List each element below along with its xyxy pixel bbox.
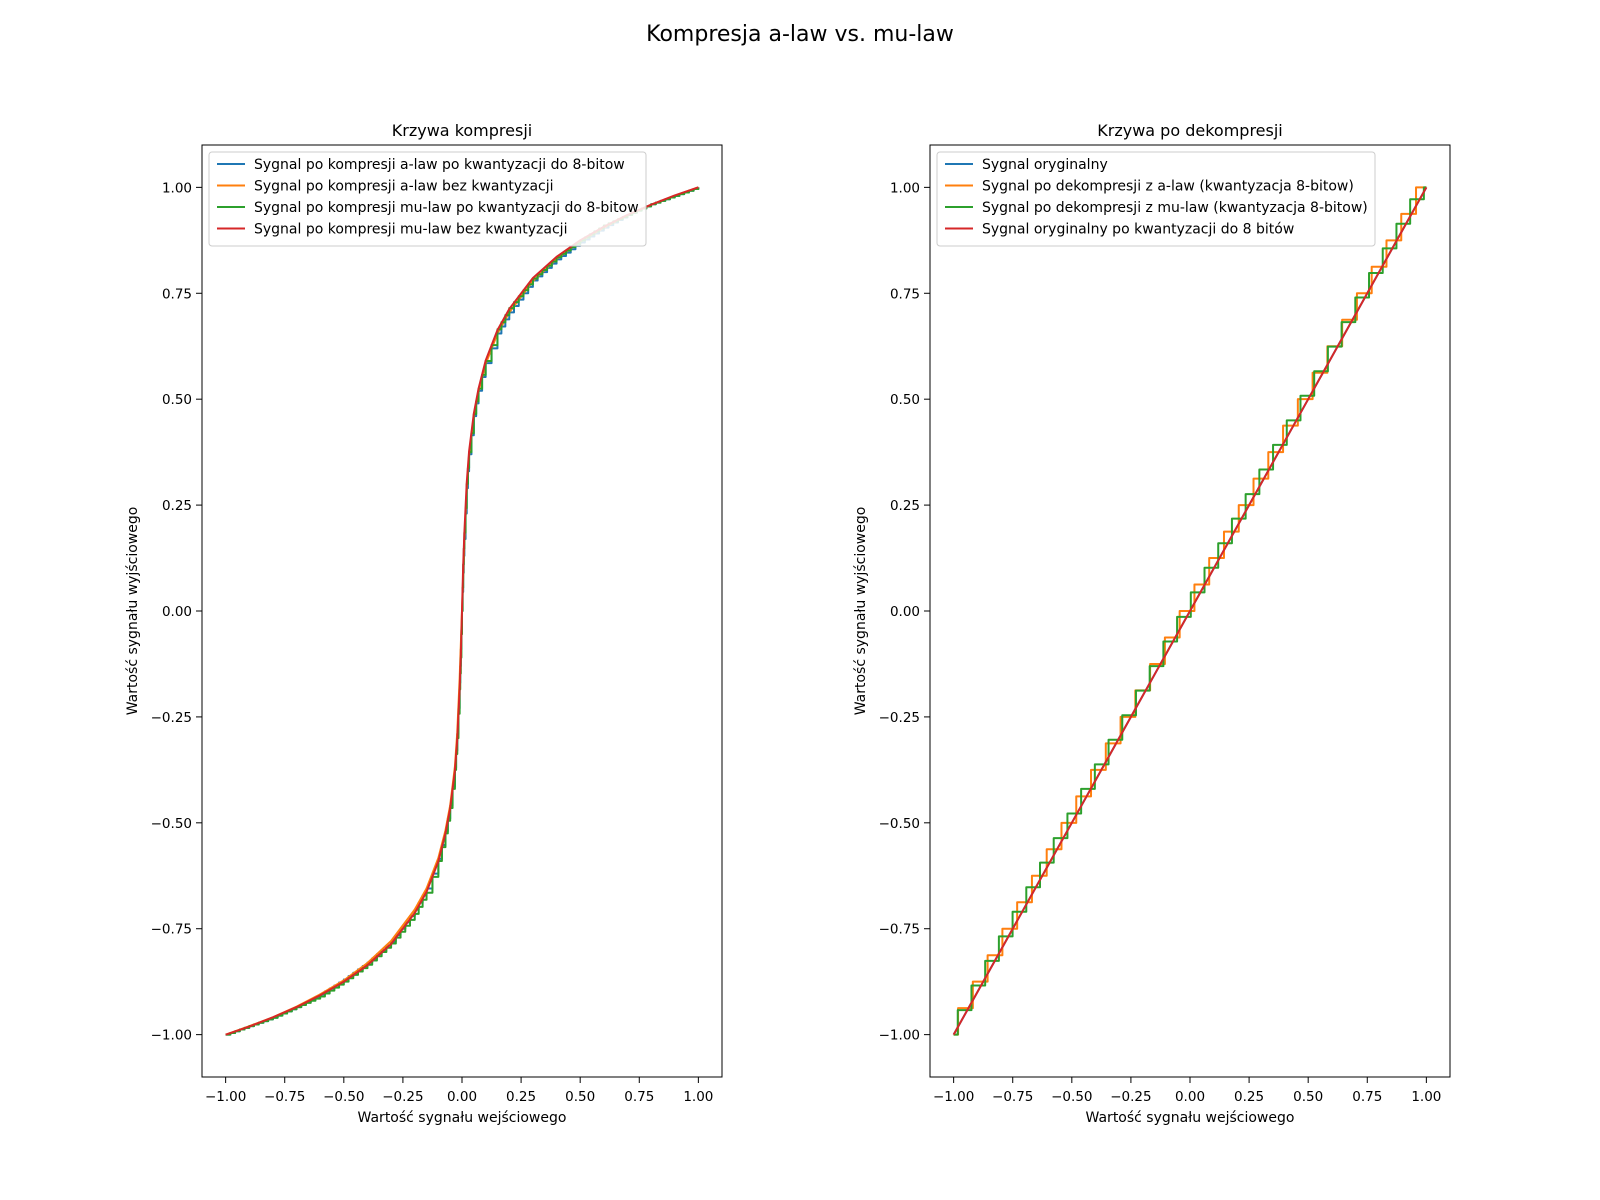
decompression-legend-box <box>936 151 1376 247</box>
decompression-y-tick-label: 0.50 <box>890 392 920 408</box>
decompression-x-tick-label: 0.00 <box>1175 1089 1205 1105</box>
compression-y-tick-label: 0.50 <box>162 392 192 408</box>
decompression-y-axis-label: Wartość sygnału wyjściowego <box>853 507 869 716</box>
compression-x-tick-label: −0.25 <box>382 1089 423 1105</box>
compression-y-tick-label: 0.25 <box>162 498 192 514</box>
compression-y-axis-label: Wartość sygnału wyjściowego <box>125 507 141 716</box>
decompression-x-tick-label: −0.25 <box>1110 1089 1151 1105</box>
compression-legend-label: Sygnal po kompresji a-law po kwantyzacji… <box>254 157 625 173</box>
compression-x-tick-label: 0.50 <box>565 1089 595 1105</box>
compression-y-tick-label: −0.75 <box>151 922 192 938</box>
compression-legend: Sygnal po kompresji a-law po kwantyzacji… <box>208 151 647 247</box>
compression-x-tick-label: 0.75 <box>624 1089 654 1105</box>
decompression-y-tick-label: −0.25 <box>879 710 920 726</box>
compression-y-tick-label: 0.00 <box>162 604 192 620</box>
decompression-x-tick-label: 0.50 <box>1293 1089 1323 1105</box>
decompression-series-group <box>952 186 1428 1036</box>
decompression-series-line-3 <box>953 186 1427 1036</box>
decompression-legend-label: Sygnal oryginalny po kwantyzacji do 8 bi… <box>982 222 1294 238</box>
decompression-legend-label: Sygnal po dekompresji z mu-law (kwantyza… <box>982 200 1368 216</box>
compression-legend-label: Sygnal po kompresji mu-law po kwantyzacj… <box>254 200 639 216</box>
decompression-x-tick-label: 0.25 <box>1234 1089 1264 1105</box>
decompression-y-tick-label: 0.75 <box>890 286 920 302</box>
decompression-y-tick-label: −0.75 <box>879 922 920 938</box>
compression-x-tick-label: −0.50 <box>323 1089 364 1105</box>
decompression-legend-label: Sygnal oryginalny <box>982 157 1108 173</box>
decompression-y-tick-label: 0.25 <box>890 498 920 514</box>
figure-title: Kompresja a-law vs. mu-law <box>646 22 954 47</box>
compression-x-tick-label: 0.00 <box>447 1089 477 1105</box>
compression-x-tick-label: 0.25 <box>506 1089 536 1105</box>
decompression-plot-title: Krzywa po dekompresji <box>1097 121 1282 140</box>
compression-y-tick-label: 0.75 <box>162 286 192 302</box>
decompression-curve-plot: −1.00 −0.75 −0.50 −0.25 0.00 0.25 0.50 0.75 1.00… <box>853 121 1451 1126</box>
compression-y-tick-label: −0.25 <box>151 710 192 726</box>
compression-plot-title: Krzywa kompresji <box>392 121 532 140</box>
decompression-x-tick-label: 1.00 <box>1411 1089 1441 1105</box>
compression-legend-box <box>208 151 647 247</box>
compression-legend-label: Sygnal po kompresji a-law bez kwantyzacj… <box>254 179 554 195</box>
compression-x-tick-label: −0.75 <box>264 1089 305 1105</box>
compression-legend-label: Sygnal po kompresji mu-law bez kwantyzac… <box>254 222 567 238</box>
decompression-y-tick-label: 1.00 <box>890 180 920 196</box>
compression-x-tick-label: −1.00 <box>205 1089 246 1105</box>
decompression-x-tick-label: −0.75 <box>992 1089 1033 1105</box>
decompression-legend-label: Sygnal po dekompresji z a-law (kwantyzac… <box>982 179 1354 195</box>
decompression-x-axis-label: Wartość sygnału wejściowego <box>1086 1110 1295 1126</box>
compression-x-axis-label: Wartość sygnału wejściowego <box>358 1110 567 1126</box>
decompression-y-tick-label: −0.50 <box>879 816 920 832</box>
compression-curve-plot: −1.00 −0.75 −0.50 −0.25 0.00 0.25 0.50 0.75 1.00… <box>125 121 723 1126</box>
decompression-legend: Sygnal oryginalny Sygnal po dekompresji z… <box>936 151 1376 247</box>
compression-x-tick-label: 1.00 <box>683 1089 713 1105</box>
decompression-x-tick-label: 0.75 <box>1352 1089 1382 1105</box>
compression-series-line-4 <box>225 186 699 1036</box>
decompression-y-tick-label: 0.00 <box>890 604 920 620</box>
decompression-y-tick-label: −1.00 <box>879 1028 920 1044</box>
decompression-x-tick-label: −0.50 <box>1051 1089 1092 1105</box>
decompression-x-tick-label: −1.00 <box>933 1089 974 1105</box>
decompression-series-line-4 <box>952 186 1428 1036</box>
compression-y-tick-label: −1.00 <box>151 1028 192 1044</box>
compression-y-tick-label: −0.50 <box>151 816 192 832</box>
compression-y-tick-label: 1.00 <box>162 180 192 196</box>
